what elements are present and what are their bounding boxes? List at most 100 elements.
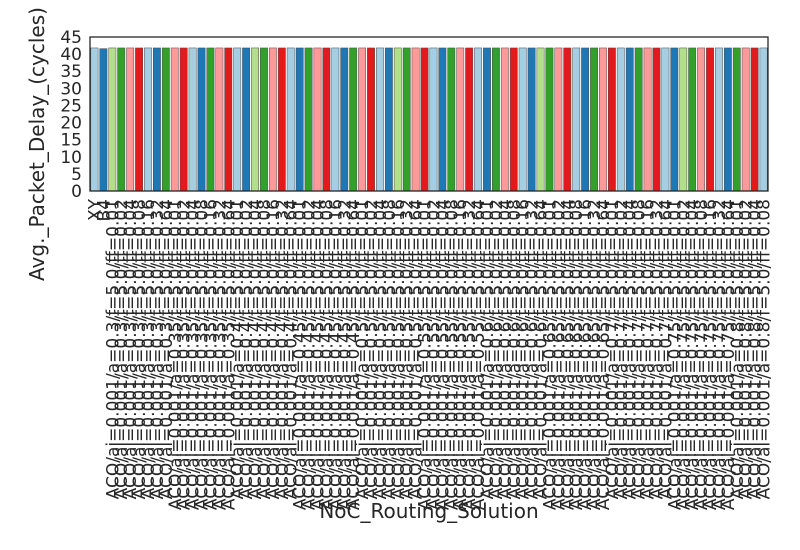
bar — [741, 47, 750, 192]
x-tick-label: ACO/ai=0.001/a=0.65/f=5.0/ff=0.64 — [594, 199, 614, 510]
y-tick-label: 20 — [60, 114, 82, 134]
x-tick-label: ACO/ai=0.001/a=0.75/f=5.0/ff=0.32 — [710, 199, 730, 510]
bar — [652, 47, 661, 192]
bar — [456, 47, 465, 192]
bar — [170, 47, 179, 192]
x-tick-label: ACO/ai=0.001/a=0.7/f=5.0/ff=0.32 — [647, 199, 667, 499]
x-tick-label: ACO/ai=0.001/a=0.3/f=5.0/ff=0.16 — [139, 199, 159, 499]
x-tick-label: ACO/ai=0.001/a=0.45/f=5.0/ff=0.02 — [300, 199, 320, 510]
y-tick-label: 35 — [60, 62, 82, 82]
bar — [358, 47, 366, 192]
x-tick-label: ACO/ai=0.001/a=0.75/f=5.0/ff=0.04 — [683, 199, 703, 510]
x-tick-label: ACO/ai=0.001/a=0.35/f=5.0/ff=0.01 — [166, 199, 186, 510]
bar — [483, 47, 491, 192]
bar — [500, 47, 509, 192]
bar — [384, 47, 393, 192]
bar — [322, 47, 331, 192]
x-tick-label: ACO/ai=0.001/a=0.65/f=5.0/ff=0.02 — [549, 199, 569, 510]
x-tick-label: ACO/ai=0.001/a=0.45/f=5.0/ff=0.16 — [326, 199, 346, 510]
x-tick-label: ACO/ai=0.001/a=0.8/f=5.0/ff=0.04 — [746, 199, 766, 499]
x-tick-label: ACO/ai=0.001/a=0.65/f=5.0/ff=0.08 — [567, 199, 587, 510]
x-tick-label: ACO/ai=0.001/a=0.35/f=5.0/ff=0.64 — [219, 199, 239, 510]
x-tick-label: ACO/ai=0.001/a=0.55/f=5.0/ff=0.04 — [433, 199, 453, 510]
bar — [153, 47, 161, 192]
bar — [376, 47, 384, 192]
bar — [286, 47, 295, 192]
x-tick-label: ACO/ai=0.001/a=0.55/f=5.0/ff=0.02 — [424, 199, 444, 510]
bar — [723, 47, 732, 192]
x-tick-label: ACO/ai=0.001/a=0.5/f=5.0/ff=0.04 — [371, 199, 391, 499]
bar — [492, 47, 500, 192]
bar — [715, 47, 723, 192]
x-tick-label: ACO/ai=0.001/a=0.7/f=5.0/ff=0.08 — [630, 199, 650, 499]
x-tick-label: ACO/ai=0.001/a=0.6/f=5.0/ff=0.32 — [523, 199, 543, 499]
x-tick-label: ACO/ai=0.001/a=0.35/f=5.0/ff=0.08 — [193, 199, 213, 510]
x-tick-label: ACO/ai=0.001/a=0.4/f=5.0/ff=0.32 — [273, 199, 293, 499]
x-tick-label: ACO/ai=0.001/a=0.5/f=5.0/ff=0.02 — [362, 199, 382, 499]
bar — [599, 47, 607, 192]
x-tick-label: ACO/ai=0.001/a=0.5/f=5.0/ff=0.64 — [407, 199, 427, 499]
bar — [706, 47, 714, 192]
x-tick-label: ACO/ai=0.001/a=0.7/f=5.0/ff=0.02 — [612, 199, 632, 499]
x-tick-label: ACO/ai=0.001/a=0.6/f=5.0/ff=0.08 — [505, 199, 525, 499]
y-tick-label: 0 — [71, 182, 82, 202]
y-axis-title: Avg._Packet_Delay_(cycles) — [25, 7, 49, 281]
bar — [750, 47, 759, 192]
x-tick-label: ACO/ai=0.001/a=0.55/f=5.0/ff=0.64 — [469, 199, 489, 510]
bar — [759, 47, 768, 192]
x-tick-label: ACO/ai=0.001/a=0.8/f=5.0/ff=0.08 — [755, 199, 775, 499]
x-tick-label: ACO/ai=0.001/a=0.75/f=5.0/ff=0.08 — [692, 199, 712, 510]
bar — [643, 47, 652, 192]
bar — [581, 47, 590, 192]
x-tick-label: ACO/ai=0.001/a=0.5/f=5.0/ff=0.32 — [398, 199, 418, 499]
x-tick-label: ACO/ai=0.001/a=0.35/f=5.0/ff=0.02 — [175, 199, 195, 510]
x-tick-label: ACO/ai=0.001/a=0.3/f=5.0/ff=0.02 — [112, 199, 132, 499]
x-tick-label: ACO/ai=0.001/a=0.4/f=5.0/ff=0.01 — [228, 199, 248, 499]
bar — [215, 47, 224, 192]
x-tick-label: ACO/ai=0.001/a=0.45/f=5.0/ff=0.01 — [291, 199, 311, 510]
x-tick-label: ACO/ai=0.001/a=0.45/f=5.0/ff=0.32 — [335, 199, 355, 510]
x-tick-label: ACO/ai=0.001/a=0.65/f=5.0/ff=0.04 — [558, 199, 578, 510]
bar — [474, 47, 482, 192]
x-tick-label: ACO/ai=0.001/a=0.5/f=5.0/ff=0.01 — [353, 199, 373, 499]
bar — [402, 47, 411, 192]
x-tick-label: ACO/ai=0.001/a=0.4/f=5.0/ff=0.16 — [264, 199, 284, 499]
plot-frame — [89, 36, 769, 192]
bar — [313, 47, 322, 192]
x-tick-label: ACO/ai=0.001/a=0.75/f=5.0/ff=0.16 — [701, 199, 721, 510]
bar — [509, 47, 518, 192]
x-tick-label: ACO/ai=0.001/a=0.4/f=5.0/ff=0.64 — [282, 199, 302, 499]
x-tick-label: ACO/ai=0.001/a=0.6/f=5.0/ff=0.04 — [496, 199, 516, 499]
bar — [572, 47, 581, 192]
x-tick-label: ACO/ai=0.001/a=0.55/f=5.0/ff=0.08 — [442, 199, 462, 510]
bar — [242, 47, 251, 192]
x-tick-label: ACO/ai=0.001/a=0.6/f=5.0/ff=0.16 — [514, 199, 534, 499]
bar — [295, 47, 304, 192]
bar — [697, 47, 705, 192]
x-tick-label: ACO/ai=0.001/a=0.6/f=5.0/ff=0.02 — [487, 199, 507, 499]
bar — [536, 47, 545, 192]
bar — [268, 47, 277, 192]
y-tick-label: 30 — [60, 79, 82, 99]
bar — [251, 47, 259, 192]
bar — [438, 47, 447, 192]
bar — [277, 47, 286, 192]
bar — [670, 47, 679, 192]
x-tick-label: ACO/ai=0.001/a=0.4/f=5.0/ff=0.08 — [255, 199, 275, 499]
bar — [197, 47, 206, 192]
bar — [144, 47, 152, 192]
bar — [411, 47, 420, 192]
bars-group — [90, 47, 768, 192]
x-tick-label: ACO/ai=0.001/a=0.35/f=5.0/ff=0.16 — [201, 199, 221, 510]
x-tick-label: ACO/ai=0.001/a=0.4/f=5.0/ff=0.04 — [246, 199, 266, 499]
bar — [688, 47, 697, 192]
x-tick-label: ACO/ai=0.001/a=0.6/f=5.0/ff=0.64 — [532, 199, 552, 499]
x-tick-label: ACO/ai=0.001/a=0.65/f=5.0/ff=0.16 — [576, 199, 596, 510]
bar — [349, 47, 358, 192]
x-tick-label: ACO/ai=0.001/a=0.45/f=5.0/ff=0.64 — [344, 199, 364, 510]
bar — [634, 47, 643, 192]
y-tick-label: 40 — [60, 45, 82, 65]
x-tick-label: ACO/ai=0.001/a=0.7/f=5.0/ff=0.64 — [656, 199, 676, 499]
